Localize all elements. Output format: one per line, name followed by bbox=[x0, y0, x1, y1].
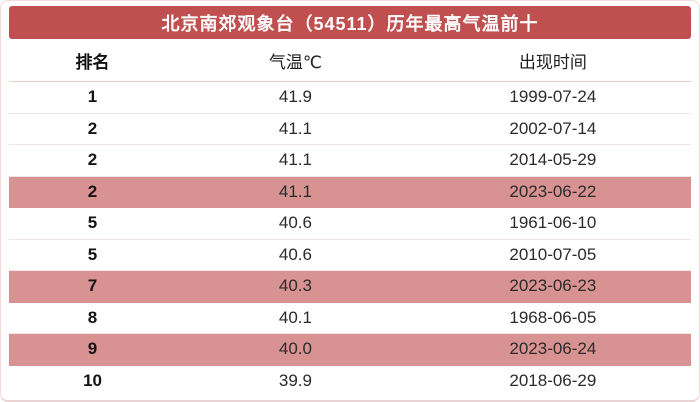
date-cell: 2010-07-05 bbox=[509, 244, 597, 264]
date-cell: 2023-06-23 bbox=[509, 276, 597, 296]
table-row: 2 41.1 2014-05-29 bbox=[9, 145, 691, 177]
date-cell: 1999-07-24 bbox=[509, 87, 597, 107]
table-header-row: 排名 气温℃ 出现时间 bbox=[9, 39, 691, 82]
date-cell: 2014-05-29 bbox=[509, 150, 597, 170]
table-row: 10 39.9 2018-06-29 bbox=[9, 365, 691, 396]
rank-cell: 5 bbox=[87, 213, 98, 233]
rank-cell: 5 bbox=[87, 244, 98, 264]
table-row: 9 40.0 2023-06-24 bbox=[9, 334, 691, 366]
temp-cell: 40.3 bbox=[278, 276, 312, 296]
header-rank: 排名 bbox=[75, 52, 110, 72]
date-cell: 1961-06-10 bbox=[509, 213, 597, 233]
temp-cell: 40.6 bbox=[278, 213, 312, 233]
table-row: 8 40.1 1968-06-05 bbox=[9, 302, 691, 334]
temp-cell: 41.1 bbox=[278, 181, 312, 201]
rank-cell: 2 bbox=[87, 150, 98, 170]
header-date: 出现时间 bbox=[518, 52, 587, 72]
table-title: 北京南郊观象台（54511）历年最高气温前十 bbox=[161, 13, 539, 34]
date-cell: 2002-07-14 bbox=[509, 118, 597, 138]
rank-cell: 9 bbox=[87, 339, 98, 359]
date-cell: 1968-06-05 bbox=[509, 307, 597, 327]
rank-cell: 7 bbox=[87, 276, 98, 296]
temp-cell: 41.1 bbox=[278, 150, 312, 170]
table-row: 2 41.1 2023-06-22 bbox=[9, 176, 691, 208]
rank-cell: 2 bbox=[87, 181, 98, 201]
rank-cell: 10 bbox=[83, 370, 102, 390]
rank-cell: 8 bbox=[87, 307, 98, 327]
date-cell: 2023-06-22 bbox=[509, 181, 597, 201]
temp-cell: 39.9 bbox=[278, 370, 312, 390]
table-row: 5 40.6 2010-07-05 bbox=[9, 239, 691, 271]
date-cell: 2018-06-29 bbox=[509, 370, 597, 390]
table-row: 7 40.3 2023-06-23 bbox=[9, 271, 691, 303]
temp-cell: 40.6 bbox=[278, 244, 312, 264]
table-body: 1 41.9 1999-07-24 2 41.1 2002-07-14 2 41… bbox=[9, 82, 691, 396]
temp-cell: 41.9 bbox=[278, 87, 312, 107]
temp-cell: 40.1 bbox=[278, 307, 312, 327]
date-cell: 2023-06-24 bbox=[509, 339, 597, 359]
rank-cell: 1 bbox=[87, 87, 98, 107]
table-row: 2 41.1 2002-07-14 bbox=[9, 113, 691, 145]
rank-cell: 2 bbox=[87, 118, 98, 138]
table-title-bar: 北京南郊观象台（54511）历年最高气温前十 bbox=[9, 6, 691, 39]
table-row: 5 40.6 1961-06-10 bbox=[9, 208, 691, 240]
temp-cell: 40.0 bbox=[278, 339, 312, 359]
header-temperature: 气温℃ bbox=[268, 52, 322, 72]
temp-cell: 41.1 bbox=[278, 118, 312, 138]
table-row: 1 41.9 1999-07-24 bbox=[9, 82, 691, 114]
